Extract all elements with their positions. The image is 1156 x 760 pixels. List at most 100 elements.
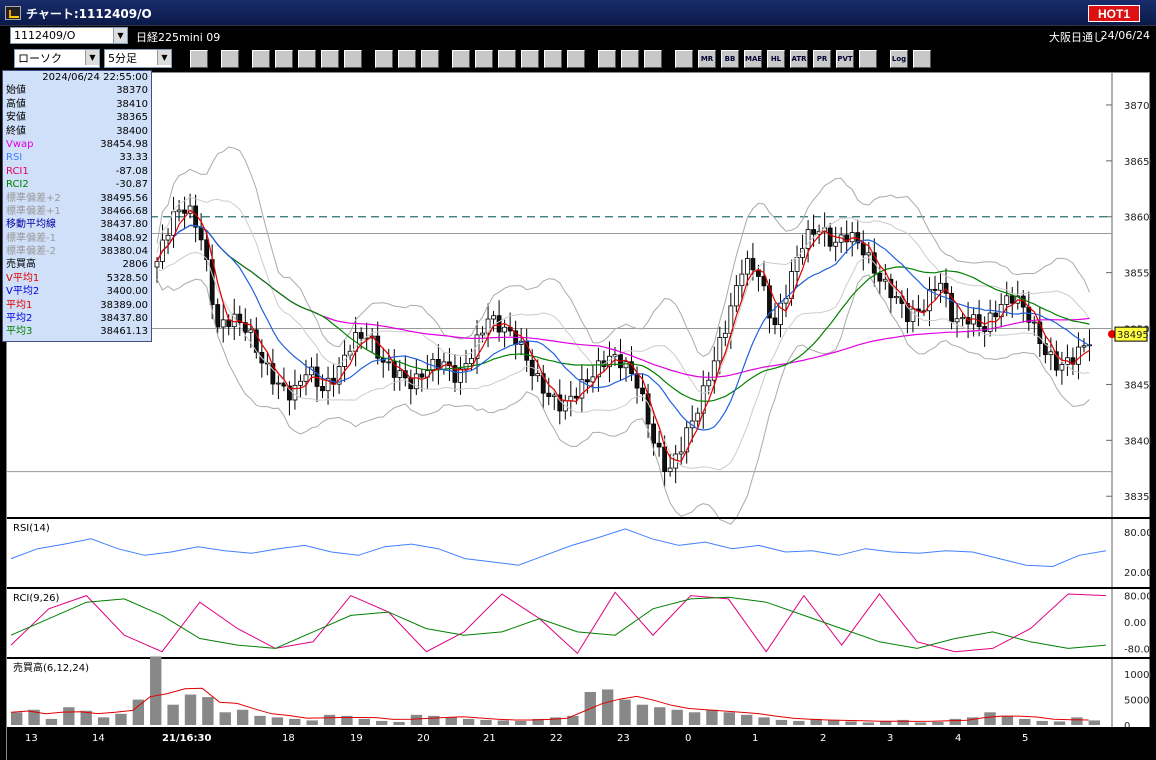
- volume-bar: [115, 713, 127, 725]
- all-button[interactable]: [421, 50, 439, 68]
- candle-body: [579, 379, 585, 399]
- candle-body: [546, 392, 552, 397]
- candle-body: [1026, 306, 1032, 323]
- volume-bar: [862, 722, 875, 725]
- info-value: 38408.92: [100, 232, 148, 244]
- x-axis-label: 3: [887, 733, 893, 744]
- candle-body: [678, 451, 684, 455]
- volume-bar: [184, 694, 197, 725]
- info-row: 平均2 38437.80: [3, 312, 151, 325]
- chevron-down-icon[interactable]: ▼: [85, 50, 99, 65]
- memo-button[interactable]: [544, 50, 562, 68]
- hot-button[interactable]: HOT1: [1088, 5, 1140, 22]
- volume-bar: [236, 709, 249, 725]
- pattern-button[interactable]: [598, 50, 616, 68]
- candle-body: [750, 258, 756, 271]
- atr-button[interactable]: ATR: [790, 50, 808, 68]
- candle-body: [662, 446, 668, 472]
- volume-bar: [827, 720, 840, 725]
- wrench-button[interactable]: [621, 50, 639, 68]
- current-price-dot: [1108, 330, 1116, 339]
- data-window: 2024/06/24 22:55:00 始値 38370 高値 38410 安値 3836…: [2, 70, 152, 342]
- candle-body: [722, 332, 728, 338]
- pen-button[interactable]: [452, 50, 470, 68]
- volume-bar: [515, 720, 527, 725]
- candle-body: [220, 319, 226, 328]
- rsi-line: [10, 528, 1107, 568]
- color-button[interactable]: [644, 50, 662, 68]
- trash-button[interactable]: [567, 50, 585, 68]
- candle-body: [833, 241, 839, 247]
- info-row: RCI2 -30.87: [3, 178, 151, 191]
- volume-bar: [549, 717, 562, 725]
- x-axis-label: 13: [25, 733, 38, 744]
- symbol-code-combobox[interactable]: 1112409/O ▼: [10, 27, 128, 44]
- volume-bar: [949, 718, 961, 725]
- bollinger-lower1-line: [157, 251, 1090, 471]
- candle-body: [905, 303, 910, 322]
- candle-body: [391, 361, 397, 378]
- cursor-button[interactable]: [498, 50, 516, 68]
- split-button[interactable]: [221, 50, 239, 68]
- candle-body: [794, 256, 800, 272]
- info-value: 38495.56: [100, 192, 148, 204]
- info-row: 安値 38365: [3, 111, 151, 124]
- pr-button[interactable]: PR: [813, 50, 831, 68]
- info-label: 標準偏差+1: [6, 205, 61, 217]
- price-tick-label: 38600: [1124, 213, 1151, 224]
- info-row: 終値 38400: [3, 125, 151, 138]
- candle-body: [215, 304, 221, 328]
- candle-body: [640, 387, 645, 395]
- candle-body: [458, 368, 463, 383]
- info-value: 3400.00: [106, 286, 148, 298]
- volume-bar: [723, 712, 735, 725]
- volume-bar: [567, 715, 579, 725]
- volume-bar: [202, 697, 214, 725]
- chart-type-select[interactable]: ローソク ▼: [14, 49, 100, 68]
- mae-button[interactable]: MAE: [744, 50, 762, 68]
- chevron-down-icon[interactable]: ▼: [113, 28, 127, 43]
- zoom-button[interactable]: [190, 50, 208, 68]
- mr-button[interactable]: MR: [698, 50, 716, 68]
- table-button[interactable]: [298, 50, 316, 68]
- interval-select[interactable]: 5分足 ▼: [104, 49, 172, 68]
- chart-app-icon: [5, 6, 21, 20]
- flag-button[interactable]: [252, 50, 270, 68]
- price-tick-label: 38650: [1124, 157, 1151, 168]
- candle-body: [761, 276, 767, 287]
- chevron-down-icon[interactable]: ▼: [157, 50, 171, 65]
- volume-bar: [1019, 718, 1031, 725]
- bollinger-lower2-line: [156, 274, 1090, 525]
- hl-button[interactable]: HL: [767, 50, 785, 68]
- info-value: -30.87: [115, 179, 148, 191]
- info-label: 平均2: [6, 313, 33, 325]
- log-button[interactable]: Log: [890, 50, 908, 68]
- line-tool-button[interactable]: [475, 50, 493, 68]
- chart-area[interactable]: 3870038650386003855038500384503840038350…: [6, 72, 1151, 760]
- volume-title: 売買高(6,12,24): [13, 661, 89, 674]
- volume-bar: [428, 715, 440, 725]
- candle-body: [706, 379, 712, 387]
- info-label: 終値: [6, 125, 26, 137]
- pvt-button[interactable]: PVT: [836, 50, 854, 68]
- volume-bar: [810, 718, 822, 725]
- info-row: 売買高 2806: [3, 258, 151, 271]
- volume-bar: [758, 717, 770, 725]
- search-button[interactable]: [275, 50, 293, 68]
- candle-a-button[interactable]: [375, 50, 393, 68]
- chart-svg[interactable]: 3870038650386003855038500384503840038350…: [7, 73, 1151, 760]
- ma-button[interactable]: [675, 50, 693, 68]
- info-label: 売買高: [6, 259, 36, 271]
- ruler-button[interactable]: [344, 50, 362, 68]
- bb-button[interactable]: BB: [721, 50, 739, 68]
- info-label: 安値: [6, 112, 26, 124]
- candle-body: [949, 292, 954, 323]
- undo-button[interactable]: [521, 50, 539, 68]
- candle-body: [849, 232, 855, 243]
- plus-minus-button[interactable]: [321, 50, 339, 68]
- candle-b-button[interactable]: [398, 50, 416, 68]
- volume-bar: [688, 712, 701, 725]
- window-button[interactable]: [859, 50, 877, 68]
- volume-bar: [167, 704, 179, 725]
- export-button[interactable]: [913, 50, 931, 68]
